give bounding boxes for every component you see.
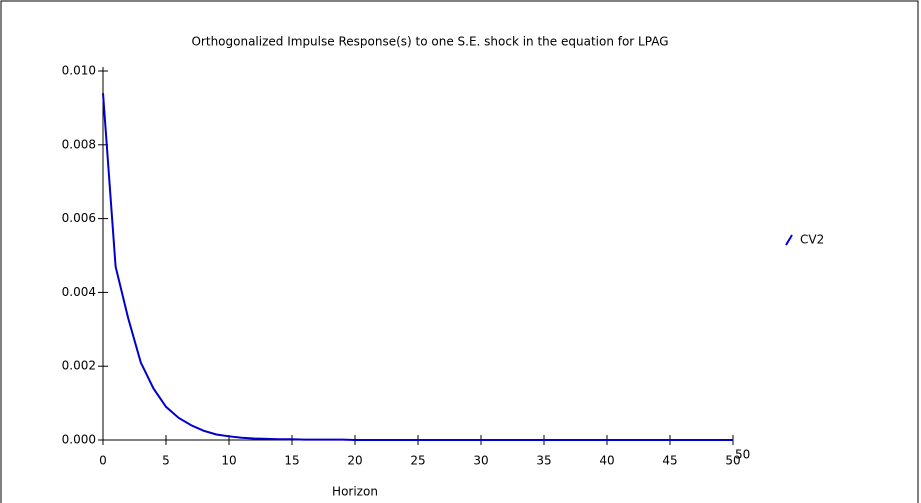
- chart-title: Orthogonalized Impulse Response(s) to on…: [191, 35, 668, 49]
- y-tick-label: 0.000: [62, 433, 96, 447]
- y-tick-label: 0.004: [62, 285, 96, 299]
- legend-swatch: [786, 235, 792, 245]
- x-tick-label: 15: [284, 454, 299, 468]
- x-tick-label: 40: [599, 454, 614, 468]
- x-tick-label: 45: [662, 454, 677, 468]
- x-tick-label: 5: [162, 454, 170, 468]
- x-tick-label: 30: [473, 454, 488, 468]
- x-tick-label: 0: [99, 454, 107, 468]
- y-tick-label: 0.002: [62, 359, 96, 373]
- y-tick-label: 0.006: [62, 211, 96, 225]
- x-tick-label: 20: [347, 454, 362, 468]
- y-tick-label: 0.008: [62, 137, 96, 151]
- x-tick-label: 25: [410, 454, 425, 468]
- series-line: [103, 93, 733, 440]
- legend-label: CV2: [800, 233, 824, 247]
- x-axis-title: Horizon: [332, 485, 378, 499]
- x-axis-end-label: 50: [735, 448, 750, 462]
- chart: Orthogonalized Impulse Response(s) to on…: [0, 0, 921, 503]
- y-tick-label: 0.010: [62, 64, 96, 78]
- frame: [1, 1, 918, 503]
- x-tick-label: 35: [536, 454, 551, 468]
- x-tick-label: 10: [221, 454, 236, 468]
